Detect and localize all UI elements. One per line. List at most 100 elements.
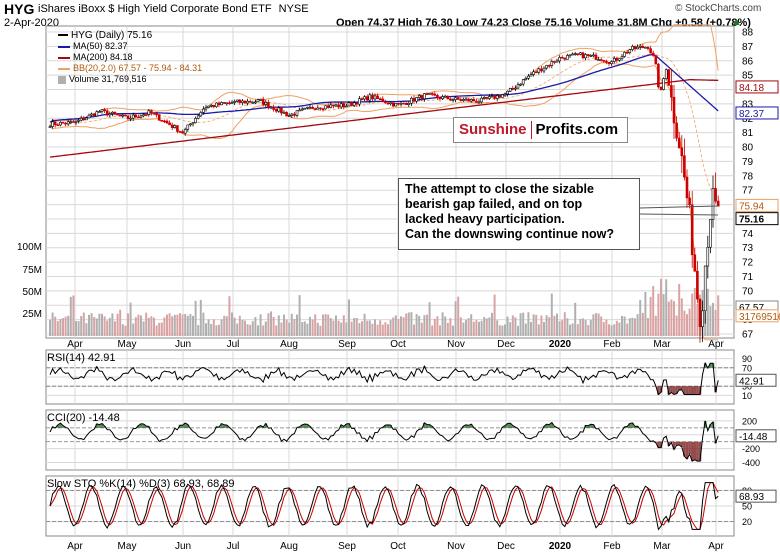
candle-body (477, 101, 481, 104)
volume-bar (420, 322, 423, 336)
sunshine-profits-logo: Sunshine Profits.com (453, 117, 628, 143)
panel-frame-2 (45, 409, 735, 471)
volume-bar (210, 324, 213, 336)
volume-bar (262, 325, 265, 336)
candle-body (560, 57, 564, 59)
last-value-box (735, 80, 779, 94)
volume-bar (537, 324, 540, 336)
volume-bar (129, 302, 132, 336)
volume-bar (706, 288, 709, 336)
candle-body (550, 61, 554, 66)
volume-bar (673, 301, 675, 336)
header-chg-marker: ▲ (731, 16, 742, 28)
candle-body (644, 46, 647, 49)
candle-body (527, 75, 530, 79)
volume-bar (498, 325, 501, 336)
volume-bar (340, 322, 343, 336)
candle-body (462, 99, 465, 101)
volume-bar (374, 319, 376, 336)
volume-bar (285, 319, 288, 336)
x-tick-label-bottom: Dec (497, 541, 515, 552)
volume-bar (478, 321, 480, 336)
volume-bar (662, 294, 665, 336)
candle-body (696, 270, 699, 300)
price-tick-label: 73 (742, 243, 754, 254)
volume-bar (389, 319, 392, 336)
volume-bar (436, 316, 439, 336)
candle-body (290, 113, 294, 116)
last-value-label: 75.94 (739, 201, 764, 212)
candle-body (566, 55, 569, 60)
volume-bar (181, 314, 184, 336)
volume-bar (54, 316, 57, 336)
volume-bar (355, 318, 358, 336)
volume-bar (111, 313, 114, 336)
candle-body (464, 98, 468, 101)
volume-tick-label: 100M (17, 242, 42, 253)
candle-body (638, 45, 642, 48)
volume-bar (569, 324, 571, 336)
volume-bar (186, 315, 189, 336)
candle-body (563, 57, 567, 60)
volume-bar (59, 319, 62, 336)
volume-bar (589, 319, 592, 336)
volume-bar (587, 325, 590, 336)
volume-bar (324, 314, 327, 336)
candle-body (664, 69, 668, 79)
candle-body (519, 83, 522, 86)
stockcharts-credit[interactable]: © StockCharts.com (675, 3, 762, 14)
volume-bar (618, 322, 621, 336)
brand-separator (530, 121, 532, 140)
candle-body (152, 112, 156, 115)
callout-pointer-1 (639, 205, 719, 209)
volume-bar (197, 325, 200, 336)
candle-body (51, 121, 54, 127)
volume-bar (527, 312, 530, 336)
candle-body (303, 107, 307, 110)
volume-bar (550, 293, 553, 336)
candle-body (628, 49, 632, 53)
volume-bar (238, 315, 241, 336)
rsi-title: RSI(14) 42.91 (47, 352, 116, 364)
volume-bar (582, 318, 584, 336)
volume-bar (522, 312, 525, 336)
candle-body (540, 68, 543, 72)
volume-bar (384, 322, 387, 336)
candle-body (61, 121, 65, 124)
candle-body (196, 115, 200, 119)
volume-bar (249, 324, 252, 336)
volume-bar (678, 283, 681, 336)
ma50-line (49, 53, 719, 123)
volume-bar (150, 316, 153, 336)
osc-line (49, 361, 719, 396)
volume-bar (449, 318, 452, 336)
candle-body (456, 97, 460, 100)
candle-body (685, 176, 689, 199)
volume-bar (480, 320, 483, 336)
last-value-label: 84.18 (739, 83, 764, 94)
candle-body (95, 111, 99, 117)
volume-bar (459, 317, 462, 336)
volume-bar (142, 321, 145, 336)
volume-bar (179, 313, 181, 336)
volume-bar (704, 311, 707, 336)
last-value-label: 67.57 (739, 303, 764, 314)
volume-bar (696, 303, 699, 336)
volume-bar (491, 312, 493, 336)
candle-body (360, 98, 364, 100)
candle-body (248, 100, 252, 103)
candle-body (321, 108, 325, 110)
last-value-box (735, 309, 779, 323)
legend-bb-swatch (58, 67, 70, 70)
candle-body (235, 99, 239, 102)
volume-bar (228, 296, 231, 336)
volume-bar (293, 319, 296, 336)
candle-body (586, 54, 590, 56)
price-tick-label: 74 (742, 229, 754, 240)
candle-body (683, 155, 686, 178)
volume-bar (444, 316, 447, 336)
candle-body (243, 100, 247, 104)
volume-bar (397, 319, 400, 336)
candle-body (436, 95, 439, 98)
volume-bar (166, 314, 168, 336)
